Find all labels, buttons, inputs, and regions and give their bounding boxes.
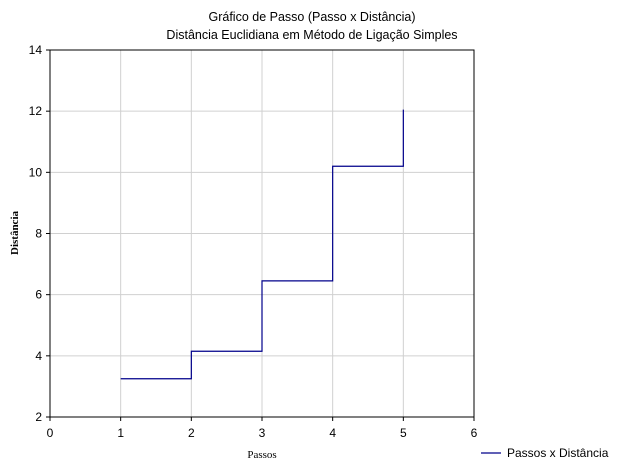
y-axis-label: Distância <box>9 211 21 256</box>
x-tick-label: 1 <box>117 426 124 440</box>
x-axis-ticks: 0 1 2 3 4 5 6 <box>47 417 478 440</box>
x-axis-label: Passos <box>247 449 276 461</box>
y-tick-label: 12 <box>29 104 43 118</box>
legend-entry-label: Passos x Distância <box>507 446 609 460</box>
y-axis-ticks: 2 4 6 8 10 12 14 <box>29 43 50 424</box>
x-tick-label: 2 <box>188 426 195 440</box>
chart-subtitle: Distância Euclidiana em Método de Ligaçã… <box>166 28 457 42</box>
x-tick-label: 4 <box>329 426 336 440</box>
y-tick-label: 2 <box>35 410 42 424</box>
y-tick-label: 8 <box>35 227 42 241</box>
legend: Passos x Distância <box>481 446 609 460</box>
y-tick-label: 14 <box>29 43 43 57</box>
x-tick-label: 0 <box>47 426 54 440</box>
chart-title: Gráfico de Passo (Passo x Distância) <box>208 10 415 24</box>
series-layer <box>120 109 404 380</box>
y-tick-label: 10 <box>29 165 43 179</box>
y-tick-label: 6 <box>35 288 42 302</box>
x-tick-label: 3 <box>259 426 266 440</box>
x-tick-label: 6 <box>471 426 478 440</box>
series-step-line <box>120 109 404 380</box>
x-tick-label: 5 <box>400 426 407 440</box>
y-tick-label: 4 <box>35 349 42 363</box>
